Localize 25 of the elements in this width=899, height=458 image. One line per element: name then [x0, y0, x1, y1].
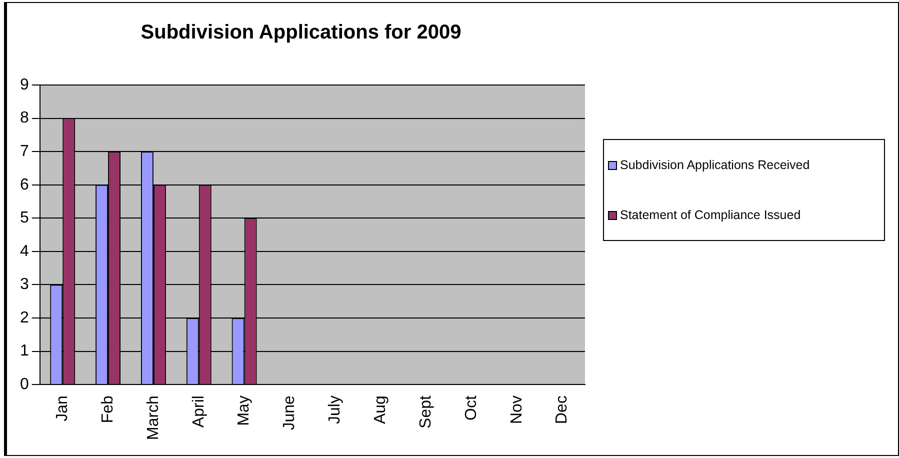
- x-tick-label: May: [236, 396, 253, 426]
- y-tick-label: 7: [20, 142, 29, 160]
- y-tick-label: 9: [20, 76, 29, 94]
- y-tick-label: 0: [20, 376, 29, 393]
- y-tick-label: 3: [20, 276, 29, 294]
- x-tick-label: Dec: [554, 396, 571, 424]
- y-tick-label: 1: [20, 342, 29, 360]
- x-tick-label: March: [144, 396, 162, 440]
- x-tick-label: Jan: [54, 396, 72, 422]
- y-tick-label: 4: [20, 242, 29, 260]
- x-tick-label: June: [281, 395, 298, 430]
- y-tick-label: 2: [20, 309, 29, 326]
- x-tick-label: July: [326, 396, 344, 424]
- y-tick-label: 5: [20, 210, 29, 227]
- legend-label: Subdivision Applications Received: [620, 158, 810, 172]
- x-tick-label: Nov: [508, 396, 526, 424]
- legend-label: Statement of Compliance Issued: [620, 208, 801, 222]
- y-tick-label: 6: [20, 176, 29, 194]
- x-tick-label: Feb: [99, 395, 116, 424]
- y-tick-label: 8: [20, 110, 29, 127]
- x-tick-label: Oct: [462, 394, 480, 420]
- x-tick-label: April: [190, 396, 208, 428]
- x-tick-label: Aug: [372, 396, 389, 424]
- chart-title: Subdivision Applications for 2009: [140, 22, 462, 44]
- x-tick-label: Sept: [417, 395, 434, 428]
